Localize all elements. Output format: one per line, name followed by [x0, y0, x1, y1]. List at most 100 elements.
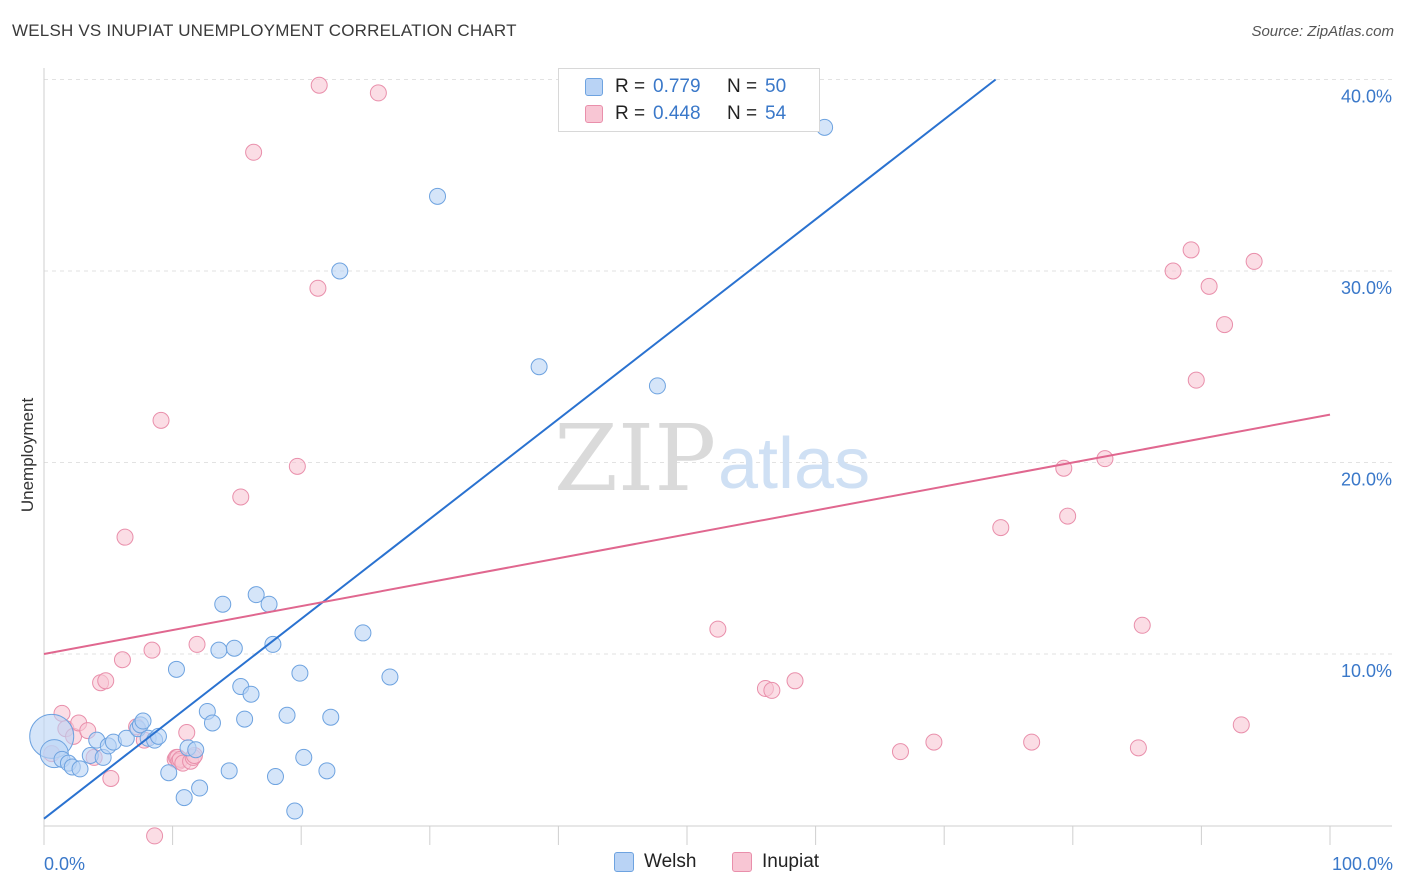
inupiat-point — [178, 724, 196, 742]
inupiat-point — [1187, 371, 1205, 389]
inupiat-trend-line — [43, 413, 1331, 655]
inupiat-point — [1059, 507, 1077, 525]
legend-n-label: N = — [727, 76, 758, 97]
inupiat-swatch — [732, 852, 752, 872]
inupiat-point — [992, 519, 1010, 537]
inupiat-point — [1096, 450, 1114, 468]
inupiat-point — [1133, 616, 1151, 634]
welsh-point — [295, 748, 313, 766]
welsh-point — [648, 377, 666, 395]
welsh-point — [242, 685, 260, 703]
welsh-point — [225, 639, 243, 657]
inupiat-point — [1129, 739, 1147, 757]
inupiat-point — [152, 411, 170, 429]
welsh-point — [318, 762, 336, 780]
inupiat-point — [310, 76, 328, 94]
inupiat-point — [891, 743, 909, 761]
welsh-point — [322, 708, 340, 726]
x-tick-label: 0.0% — [44, 854, 85, 874]
legend-r-value: 0.779 — [653, 76, 701, 97]
source-label: Source: ZipAtlas.com — [1251, 23, 1394, 40]
y-tick-label: 30.0% — [1341, 278, 1392, 298]
legend-r-value: 0.448 — [653, 103, 701, 124]
inupiat-point — [1023, 733, 1041, 751]
legend-label-welsh: Welsh — [644, 851, 697, 872]
inupiat-point — [188, 635, 206, 653]
inupiat-point — [763, 681, 781, 699]
welsh-swatch — [614, 852, 634, 872]
grid — [44, 79, 1392, 655]
inupiat-point — [1245, 252, 1263, 270]
trend-lines — [43, 78, 1331, 820]
inupiat-point — [232, 488, 250, 506]
inupiat-point — [97, 672, 115, 690]
watermark-zip: ZIP — [554, 405, 716, 512]
inupiat-point — [288, 457, 306, 475]
inupiat-point — [309, 279, 327, 297]
welsh-point — [220, 762, 238, 780]
chart-title: WELSH VS INUPIAT UNEMPLOYMENT CORRELATIO… — [12, 21, 517, 40]
inupiat-point — [1182, 241, 1200, 259]
correlation-legend: R = 0.779 N = 50 R = 0.448 N = 54 — [558, 68, 820, 132]
welsh-point — [266, 768, 284, 786]
inupiat-point — [1200, 277, 1218, 295]
welsh-point — [429, 187, 447, 205]
inupiat-swatch — [585, 105, 603, 123]
inupiat-point — [1216, 316, 1234, 334]
welsh-swatch — [585, 78, 603, 96]
series-legend: Welsh Inupiat — [0, 851, 1406, 877]
legend-r-label: R = — [615, 76, 646, 97]
legend-r-label: R = — [615, 103, 646, 124]
welsh-point — [167, 660, 185, 678]
welsh-point — [134, 712, 152, 730]
inupiat-point — [369, 84, 387, 102]
inupiat-point — [146, 827, 164, 845]
inupiat-point — [925, 733, 943, 751]
welsh-point — [530, 358, 548, 376]
legend-item-inupiat[interactable]: Inupiat — [732, 851, 819, 873]
welsh-point — [381, 668, 399, 686]
inupiat-point — [143, 641, 161, 659]
legend-n-value: 54 — [765, 103, 787, 124]
y-tick-label: 20.0% — [1341, 470, 1392, 490]
inupiat-point — [102, 769, 120, 787]
data-points — [29, 76, 1263, 845]
legend-row-welsh: R = 0.779 N = 50 — [559, 74, 786, 100]
welsh-point — [331, 262, 349, 280]
inupiat-point — [113, 651, 131, 669]
welsh-point — [160, 764, 178, 782]
welsh-point — [191, 779, 209, 797]
welsh-point — [71, 760, 89, 778]
welsh-point — [278, 706, 296, 724]
welsh-trend-line — [43, 78, 997, 820]
y-tick-label: 40.0% — [1341, 87, 1392, 107]
inupiat-point — [709, 620, 727, 638]
y-tick-label: 10.0% — [1341, 661, 1392, 681]
axes — [43, 68, 1392, 845]
welsh-point — [214, 595, 232, 613]
welsh-point — [264, 635, 282, 653]
watermark-atlas: atlas — [718, 424, 870, 504]
welsh-point — [286, 802, 304, 820]
welsh-point — [187, 741, 205, 759]
legend-item-welsh[interactable]: Welsh — [614, 851, 696, 873]
welsh-point — [354, 624, 372, 642]
y-axis-title: Unemployment — [18, 398, 37, 513]
welsh-point — [175, 789, 193, 807]
inupiat-point — [245, 143, 263, 161]
legend-label-inupiat: Inupiat — [762, 851, 820, 872]
x-tick-label: 100.0% — [1332, 854, 1393, 874]
inupiat-point — [1164, 262, 1182, 280]
legend-row-inupiat: R = 0.448 N = 54 — [559, 101, 786, 127]
legend-n-value: 50 — [765, 76, 787, 97]
inupiat-point — [786, 672, 804, 690]
welsh-point — [210, 641, 228, 659]
welsh-point — [260, 595, 278, 613]
inupiat-point — [116, 528, 134, 546]
welsh-point — [203, 714, 221, 732]
legend-n-label: N = — [727, 103, 758, 124]
welsh-point — [236, 710, 254, 728]
welsh-point — [291, 664, 309, 682]
inupiat-point — [1232, 716, 1250, 734]
